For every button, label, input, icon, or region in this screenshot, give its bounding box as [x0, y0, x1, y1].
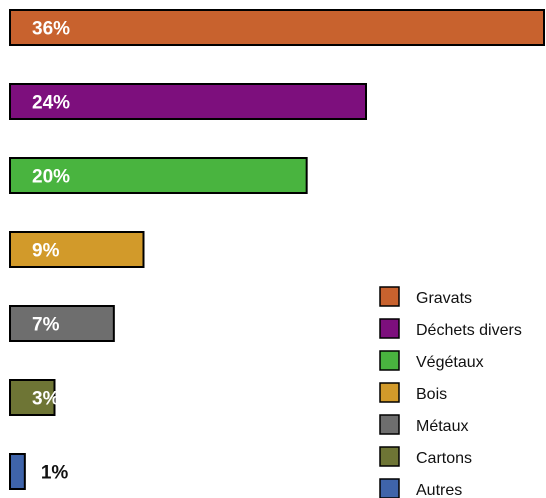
bar-value-label: 36% [32, 19, 70, 40]
bar-d-chets-divers [9, 83, 367, 120]
bar-value-label: 1% [41, 463, 69, 484]
bar-gravats [9, 9, 545, 46]
legend-entry: Autres [416, 482, 462, 498]
legend: Gravats Déchets divers Végétaux Bois Métaux C… [379, 286, 522, 498]
legend-swatch [379, 350, 400, 371]
bar-bois [9, 231, 145, 268]
bar-cartons [9, 379, 56, 416]
legend-swatch [379, 286, 400, 307]
bars: 36% 24% 20% 9% 7% 3% 1% [9, 9, 545, 490]
legend-swatch [379, 318, 400, 339]
bar-value-label: 7% [32, 315, 60, 336]
legend-entry: Gravats [416, 290, 472, 307]
bar-value-label: 3% [32, 389, 60, 410]
bar-v-g-taux [9, 157, 308, 194]
bar-m-taux [9, 305, 115, 342]
legend-entry: Déchets divers [416, 322, 522, 339]
legend-swatch [379, 414, 400, 435]
legend-swatch [379, 382, 400, 403]
legend-swatch [379, 478, 400, 498]
legend-entry: Bois [416, 386, 447, 403]
legend-swatch [379, 446, 400, 467]
bar-value-label: 20% [32, 167, 70, 188]
bar-value-label: 24% [32, 93, 70, 114]
legend-entry: Métaux [416, 418, 468, 435]
bar-value-label: 9% [32, 241, 60, 262]
bar-autres [9, 453, 26, 490]
legend-entry: Végétaux [416, 354, 484, 371]
legend-entry: Cartons [416, 450, 472, 467]
